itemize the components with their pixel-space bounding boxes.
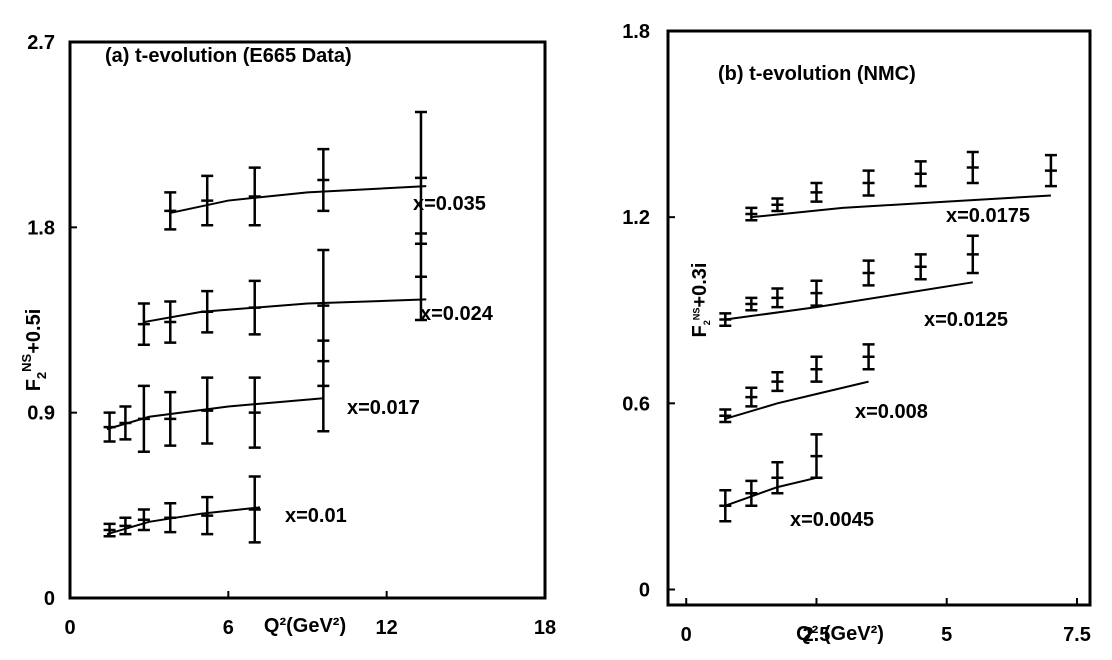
y-title-sup: NS [19,353,34,371]
error-bar-point [414,232,427,322]
error-bar-point [771,371,784,393]
series-label: x=0.01 [285,505,347,527]
error-bar-point [137,508,150,532]
y-title-sub: 2 [702,320,712,325]
y-title-main: F [23,379,45,391]
x-tick-label: 0 [681,624,692,646]
series-label: x=0.0175 [946,205,1030,227]
fit-line [725,380,869,420]
y-title-sup: NS [692,308,702,321]
error-bar-point [771,287,784,309]
fit-line [724,476,817,507]
plot-frame [68,40,547,600]
error-bar-point [317,147,330,213]
y-axis-title: F2NS+0.5i [19,309,49,392]
error-bar-point [862,259,875,287]
error-bar-point [137,302,150,346]
fit-line [106,506,261,536]
error-bar-point [914,253,927,281]
error-bar-point [966,150,979,185]
error-bar-point [103,522,116,538]
y-title-sub: 2 [34,372,49,379]
series-label: x=0.0125 [924,309,1008,331]
y-title-suffix: +0.3i [689,263,711,308]
error-bar-point [201,174,214,227]
error-bar-point [317,339,330,433]
error-bar-point [164,390,177,447]
panel: (a) t-evolution (E665 Data) 0 0.9 1.8 2.7 0 6 1… [19,32,556,639]
error-bar-point [771,461,784,495]
chart-title: (a) t-evolution (E665 Data) [105,45,352,67]
error-bar-point [966,234,979,275]
error-bar-point [719,408,732,424]
y-tick-label: 1.8 [622,21,650,43]
error-bar-point [914,160,927,188]
series-label: x=0.008 [855,401,928,423]
y-tick-label: 0.6 [622,393,650,415]
fit-line [725,281,973,321]
error-bar-point [248,376,261,449]
error-bar-point [745,386,758,408]
error-bar-point [201,376,214,445]
error-bar-point [164,300,177,344]
error-bar-point [862,343,875,371]
error-bar-point [745,296,758,312]
plot-frame [666,29,1092,607]
error-bar-point [810,279,823,307]
x-axis-title: Q²(GeV²) [264,615,346,637]
error-bar-point [103,411,116,443]
fit-line [106,397,324,431]
x-tick-label: 6 [223,617,234,639]
fit-line [170,185,427,214]
error-bar-point [719,488,732,523]
panel: (b) t-evolution (NMC) 0 0.6 1.2 1.8 0 2.5 5 7.5 Q… [622,21,1092,646]
fit-line [143,298,427,324]
y-tick-label: 2.7 [27,32,55,54]
x-tick-label: 12 [376,617,398,639]
series-label: x=0.017 [347,397,420,419]
error-bar-point [164,191,177,231]
y-tick-label: 0.9 [27,403,55,425]
y-tick-label: 1.2 [622,207,650,229]
x-tick-label: 5 [941,624,952,646]
series-label: x=0.024 [420,303,494,325]
error-bar-point [862,169,875,197]
y-tick-label: 0 [44,588,55,610]
error-bar-point [745,206,758,222]
y-tick-label: 1.8 [27,217,55,239]
error-bar-point [414,110,427,246]
error-bar-point [745,479,758,507]
error-bar-point [119,516,132,536]
series-label: x=0.0045 [790,509,874,531]
error-bar-point [810,181,823,203]
y-title-main: F [689,325,711,337]
x-axis-title: Q² (GeV²) [796,623,884,645]
series-label: x=0.035 [413,193,486,215]
y-tick-label: 0 [639,579,650,601]
x-tick-label: 0 [64,617,75,639]
error-bar-point [248,166,261,227]
error-bar-point [248,475,261,544]
x-tick-label: 18 [534,617,556,639]
error-bar-point [810,355,823,383]
x-tick-label: 2.5 [803,624,831,646]
fit-line [751,194,1051,219]
chart-title: (b) t-evolution (NMC) [718,63,916,85]
error-bar-point [810,433,823,480]
error-bar-point [771,197,784,213]
error-bar-point [1044,153,1057,188]
x-tick-label: 7.5 [1063,624,1091,646]
y-title-suffix: +0.5i [23,309,45,354]
y-axis-title: F2NS+0.3i [689,263,712,338]
error-bar-point [201,495,214,536]
